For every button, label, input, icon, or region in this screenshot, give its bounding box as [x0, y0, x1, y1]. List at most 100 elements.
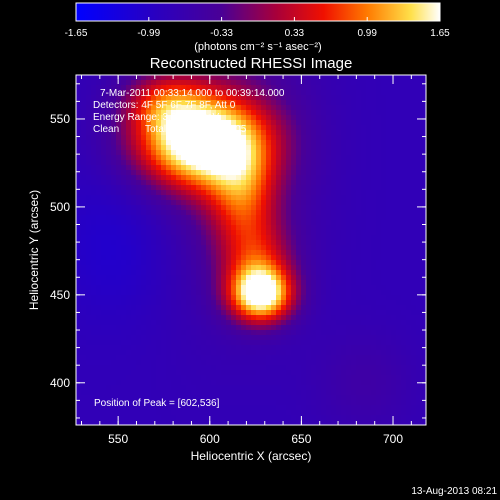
- heatmap-cell: [391, 125, 397, 131]
- heatmap-cell: [161, 410, 167, 416]
- heatmap-cell: [211, 300, 217, 306]
- heatmap-cell: [86, 300, 92, 306]
- heatmap-cell: [221, 235, 227, 241]
- heatmap-cell: [226, 305, 232, 311]
- heatmap-cell: [341, 265, 347, 271]
- heatmap-cell: [311, 185, 317, 191]
- heatmap-cell: [391, 145, 397, 151]
- heatmap-cell: [211, 365, 217, 371]
- heatmap-cell: [101, 105, 107, 111]
- heatmap-cell: [281, 415, 287, 421]
- heatmap-cell: [101, 210, 107, 216]
- heatmap-cell: [186, 165, 192, 171]
- heatmap-cell: [206, 370, 212, 376]
- heatmap-cell: [346, 415, 352, 421]
- heatmap-cell: [251, 420, 257, 425]
- heatmap-cell: [306, 120, 312, 126]
- heatmap-cell: [396, 360, 402, 366]
- heatmap-cell: [271, 220, 277, 226]
- heatmap-cell: [181, 235, 187, 241]
- heatmap-cell: [421, 240, 426, 246]
- heatmap-cell: [246, 260, 252, 266]
- heatmap-cell: [386, 185, 392, 191]
- heatmap-cell: [216, 410, 222, 416]
- heatmap-cell: [266, 305, 272, 311]
- heatmap-cell: [256, 170, 262, 176]
- heatmap-cell: [81, 110, 87, 116]
- heatmap-cell: [411, 75, 417, 81]
- heatmap-cell: [306, 320, 312, 326]
- heatmap-cell: [76, 165, 82, 171]
- heatmap-cell: [91, 225, 97, 231]
- heatmap-cell: [111, 85, 117, 91]
- heatmap-cell: [76, 275, 82, 281]
- heatmap-cell: [166, 305, 172, 311]
- heatmap-cell: [341, 145, 347, 151]
- heatmap-cell: [136, 235, 142, 241]
- heatmap-cell: [381, 120, 387, 126]
- heatmap-cell: [296, 415, 302, 421]
- heatmap-cell: [126, 110, 132, 116]
- heatmap-cell: [336, 265, 342, 271]
- heatmap-cell: [166, 380, 172, 386]
- heatmap-cell: [261, 90, 267, 96]
- heatmap-cell: [176, 295, 182, 301]
- heatmap-cell: [201, 410, 207, 416]
- heatmap-cell: [421, 85, 426, 91]
- heatmap-cell: [351, 415, 357, 421]
- heatmap-cell: [326, 100, 332, 106]
- heatmap-cell: [321, 250, 327, 256]
- heatmap-cell: [121, 390, 127, 396]
- heatmap-cell: [381, 415, 387, 421]
- heatmap-cell: [226, 190, 232, 196]
- heatmap-cell: [331, 105, 337, 111]
- heatmap-cell: [316, 355, 322, 361]
- heatmap-cell: [236, 330, 242, 336]
- heatmap-cell: [281, 235, 287, 241]
- heatmap-cell: [226, 155, 232, 161]
- heatmap-cell: [181, 345, 187, 351]
- heatmap-cell: [231, 170, 237, 176]
- heatmap-cell: [416, 310, 422, 316]
- heatmap-cell: [186, 335, 192, 341]
- heatmap-cell: [86, 370, 92, 376]
- heatmap-cell: [316, 245, 322, 251]
- heatmap-cell: [131, 345, 137, 351]
- heatmap-cell: [336, 120, 342, 126]
- heatmap-cell: [366, 305, 372, 311]
- heatmap-cell: [191, 165, 197, 171]
- heatmap-cell: [111, 220, 117, 226]
- heatmap-cell: [161, 420, 167, 425]
- heatmap-cell: [286, 125, 292, 131]
- heatmap-cell: [196, 185, 202, 191]
- heatmap-cell: [401, 215, 407, 221]
- heatmap-cell: [176, 260, 182, 266]
- heatmap-cell: [231, 250, 237, 256]
- heatmap-cell: [141, 365, 147, 371]
- heatmap-cell: [176, 145, 182, 151]
- heatmap-cell: [351, 335, 357, 341]
- heatmap-cell: [316, 170, 322, 176]
- heatmap-cell: [151, 385, 157, 391]
- heatmap-cell: [141, 185, 147, 191]
- heatmap-cell: [201, 170, 207, 176]
- heatmap-cell: [251, 75, 257, 81]
- heatmap-cell: [401, 160, 407, 166]
- heatmap-cell: [346, 95, 352, 101]
- heatmap-cell: [166, 185, 172, 191]
- heatmap-cell: [281, 220, 287, 226]
- heatmap-cell: [181, 80, 187, 86]
- heatmap-cell: [211, 125, 217, 131]
- heatmap-cell: [246, 390, 252, 396]
- heatmap-cell: [316, 330, 322, 336]
- heatmap-cell: [261, 335, 267, 341]
- heatmap-cell: [141, 250, 147, 256]
- heatmap-cell: [226, 295, 232, 301]
- heatmap-cell: [196, 390, 202, 396]
- heatmap-cell: [256, 410, 262, 416]
- heatmap-cell: [316, 215, 322, 221]
- heatmap-cell: [146, 415, 152, 421]
- heatmap-cell: [376, 250, 382, 256]
- heatmap-cell: [416, 260, 422, 266]
- heatmap-cell: [146, 410, 152, 416]
